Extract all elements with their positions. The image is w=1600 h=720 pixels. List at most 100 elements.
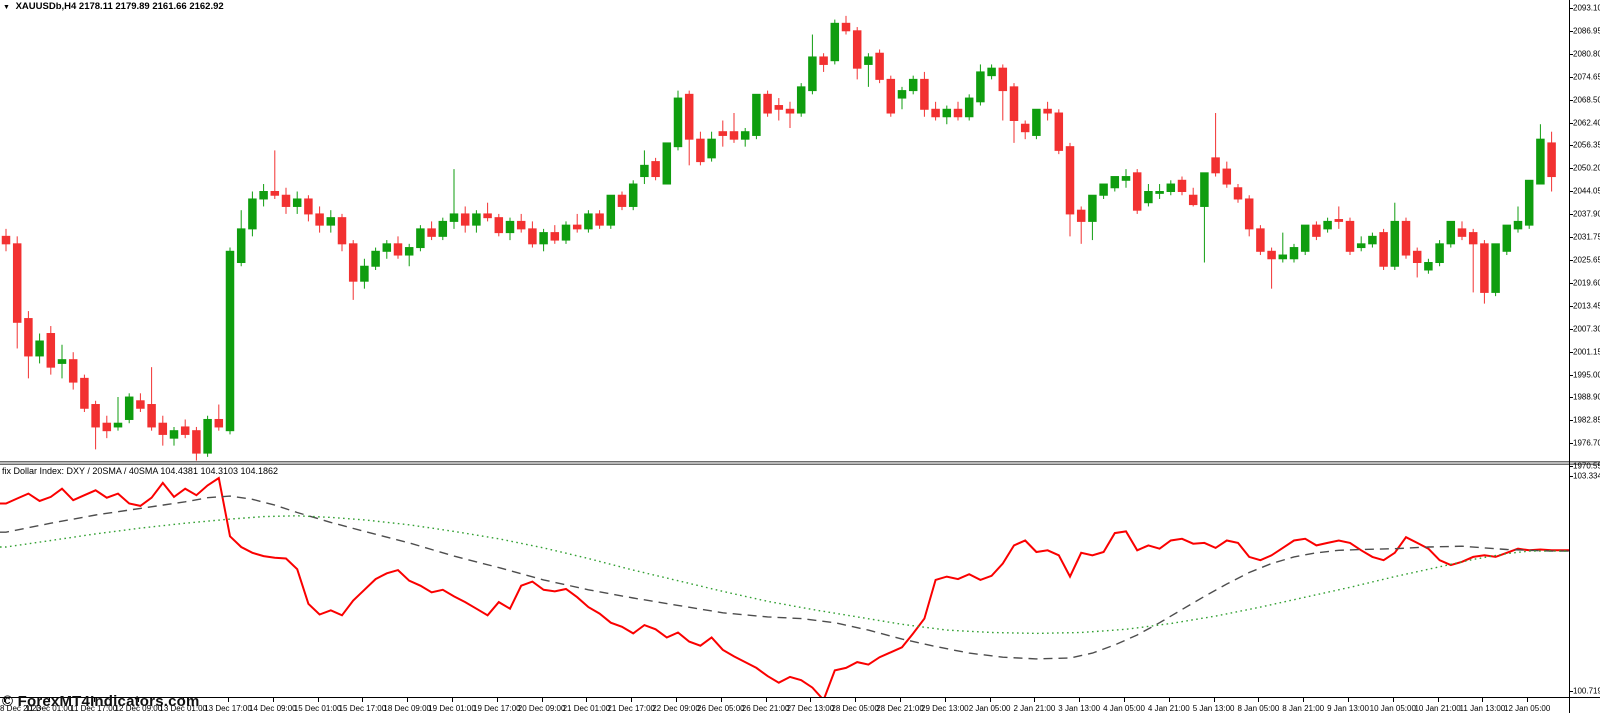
candle-body bbox=[1144, 190, 1153, 204]
candle-body bbox=[1524, 179, 1534, 226]
candle-body bbox=[1155, 190, 1164, 194]
time-tick-mark bbox=[1258, 698, 1260, 702]
candle-body bbox=[270, 190, 280, 196]
indicator-line-20sma bbox=[0, 495, 1569, 660]
chart-title: ▼ XAUUSDb,H4 2178.11 2179.89 2161.66 216… bbox=[3, 1, 224, 12]
candle-body bbox=[1312, 224, 1321, 237]
time-tick-mark bbox=[900, 698, 901, 702]
candle-body bbox=[91, 404, 100, 428]
candle-body bbox=[225, 250, 235, 432]
candle-body bbox=[651, 161, 660, 178]
candle-body bbox=[707, 138, 716, 159]
price-tick-mark bbox=[1569, 168, 1573, 170]
price-axis-label: 1995.00 bbox=[1573, 370, 1600, 380]
time-axis-label: 18 Dec 09:00 bbox=[383, 704, 431, 713]
time-axis-label: 20 Dec 09:00 bbox=[517, 704, 566, 713]
candle-body bbox=[1412, 250, 1422, 264]
candle-body bbox=[819, 56, 828, 65]
time-tick-mark bbox=[496, 698, 498, 702]
candle-body bbox=[1121, 176, 1131, 181]
candle-body bbox=[80, 377, 89, 409]
watermark-text: © ForexMT4Indicators.com bbox=[2, 693, 200, 710]
candle-body bbox=[673, 97, 683, 148]
time-tick-mark bbox=[1527, 698, 1529, 702]
candle-body bbox=[136, 400, 145, 409]
candle-body bbox=[729, 131, 739, 140]
time-axis-label: 12 Jan 05:00 bbox=[1504, 704, 1551, 713]
candle-body bbox=[113, 422, 123, 428]
candle-body bbox=[528, 228, 537, 245]
time-axis-label: 26 Dec 05:00 bbox=[697, 704, 745, 713]
candle-body bbox=[1020, 123, 1030, 133]
indicator-line-dxy bbox=[0, 476, 1569, 697]
price-tick-mark bbox=[1569, 99, 1573, 101]
candle-body bbox=[976, 71, 985, 103]
candle-body bbox=[180, 426, 190, 435]
candle-body bbox=[259, 190, 268, 200]
price-tick-mark bbox=[1569, 691, 1573, 692]
time-axis-label: 11 Dec 01:00 bbox=[25, 704, 73, 713]
time-axis-label: 19 Dec 01:00 bbox=[428, 704, 476, 713]
time-axis-label: 14 Dec 09:00 bbox=[249, 704, 297, 713]
time-axis-label: 13 Dec 01:00 bbox=[159, 704, 207, 713]
candle-body bbox=[1088, 194, 1097, 222]
candle-body bbox=[248, 198, 257, 230]
candle-body bbox=[472, 213, 481, 226]
symbol-dropdown-icon[interactable]: ▼ bbox=[3, 4, 10, 11]
candle-body bbox=[718, 131, 728, 136]
candle-body bbox=[1188, 194, 1198, 206]
price-tick-mark bbox=[1569, 374, 1573, 376]
candle-body bbox=[1345, 220, 1355, 252]
candle-body bbox=[1356, 243, 1366, 249]
candle-body bbox=[617, 194, 627, 207]
candle-body bbox=[236, 228, 246, 264]
candle-body bbox=[1256, 228, 1265, 252]
price-axis-label: 2019.60 bbox=[1573, 278, 1600, 288]
panel-splitter[interactable] bbox=[0, 461, 1600, 465]
candle-body bbox=[953, 108, 963, 118]
time-axis-label: 11 Dec 17:00 bbox=[70, 704, 118, 713]
time-axis-label: 15 Dec 17:00 bbox=[338, 704, 387, 713]
time-axis-label: 2 Jan 05:00 bbox=[968, 704, 1011, 713]
candle-body bbox=[214, 418, 224, 428]
candle-body bbox=[192, 430, 201, 454]
dollar-index-panel[interactable] bbox=[0, 476, 1569, 700]
candle-body bbox=[1424, 262, 1433, 271]
candle-body bbox=[505, 220, 515, 234]
price-axis-label: 2007.30 bbox=[1573, 324, 1600, 334]
price-axis-label: 2074.65 bbox=[1573, 72, 1600, 82]
time-axis-label: 3 Jan 13:00 bbox=[1058, 704, 1101, 713]
indicator-axis-label: 100.719 bbox=[1573, 686, 1600, 696]
time-tick-mark bbox=[1079, 698, 1081, 702]
indicator-line-40sma bbox=[0, 515, 1569, 635]
candle-body bbox=[864, 56, 873, 65]
candle-body bbox=[1076, 209, 1086, 222]
candle-body bbox=[1054, 112, 1064, 151]
time-axis-label: 9 Jan 13:00 bbox=[1327, 704, 1369, 713]
candle-body bbox=[774, 105, 784, 110]
candlestick-series[interactable] bbox=[1, 15, 1556, 461]
price-tick-mark bbox=[1569, 76, 1573, 78]
price-axis-label: 2037.90 bbox=[1573, 209, 1600, 219]
candle-body bbox=[1132, 172, 1142, 211]
time-axis-label: 13 Dec 17:00 bbox=[204, 704, 252, 713]
candle-body bbox=[427, 228, 436, 237]
time-tick-mark bbox=[631, 698, 633, 702]
candle-body bbox=[561, 224, 571, 241]
price-axis-label: 1988.90 bbox=[1573, 392, 1600, 402]
candle-body bbox=[1289, 247, 1299, 260]
candle-body bbox=[572, 224, 582, 230]
price-axis-label: 2025.65 bbox=[1573, 255, 1600, 265]
candle-body bbox=[147, 404, 156, 428]
candle-body bbox=[796, 86, 806, 114]
candle-body bbox=[124, 396, 134, 420]
time-tick-mark bbox=[183, 698, 185, 702]
time-tick-mark bbox=[855, 698, 857, 702]
price-tick-mark bbox=[1569, 282, 1573, 284]
candle-body bbox=[416, 228, 425, 249]
time-tick-mark bbox=[272, 698, 274, 702]
price-tick-mark bbox=[1569, 476, 1573, 477]
time-tick-mark bbox=[541, 698, 543, 702]
